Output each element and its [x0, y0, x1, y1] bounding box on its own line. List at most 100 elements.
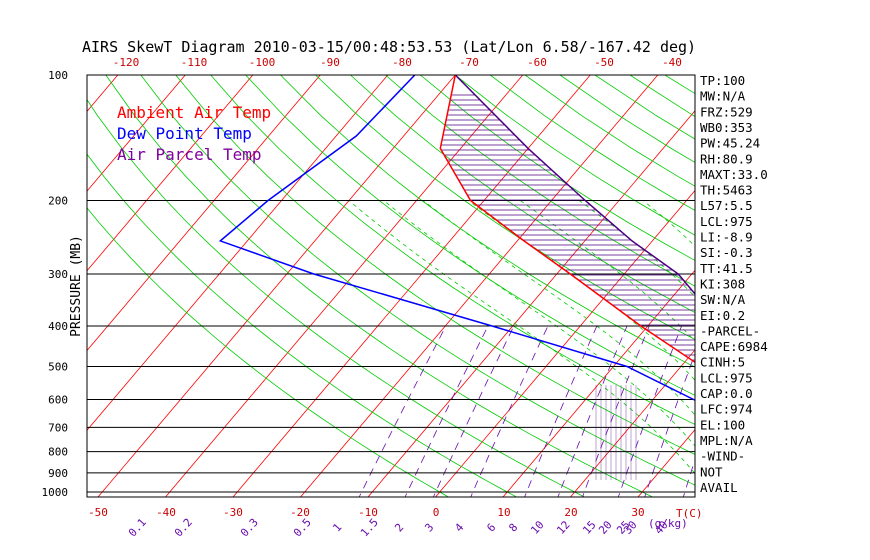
bottom-tick-label: 20	[564, 506, 577, 519]
index-label: -WIND-	[700, 449, 745, 464]
dry-adiabat-line	[280, 75, 695, 368]
isotherm-line	[87, 75, 186, 192]
parcel-temp-line	[454, 75, 695, 296]
bottom-tick-label: -50	[88, 506, 108, 519]
top-tick-label: -60	[527, 56, 547, 69]
dry-adiabat-line	[175, 75, 695, 455]
index-label: CINH:5	[700, 355, 745, 370]
mixing-ratio-unit-label: (g/kg)	[648, 517, 688, 530]
isotherm-line	[87, 75, 254, 272]
index-label: FRZ:529	[700, 104, 753, 119]
top-tick-label: -100	[249, 56, 276, 69]
cape-hatching	[441, 94, 695, 480]
isotherm-line	[87, 75, 321, 352]
bottom-tick-label: -40	[156, 506, 176, 519]
top-tick-label: -90	[320, 56, 340, 69]
pressure-tick-label: 500	[48, 360, 68, 373]
isotherm-line	[502, 269, 695, 497]
pressure-ticks: 100 200 300 400 500 600 700 800 900 1000	[42, 69, 69, 499]
bottom-tick-label: -30	[223, 506, 243, 519]
moist-adiabat-line	[578, 200, 695, 298]
index-label: MPL:N/A	[700, 433, 753, 448]
index-label: TH:5463	[700, 183, 753, 198]
index-label: EL:100	[700, 417, 745, 432]
bottom-temperature-ticks: -50 -40 -30 -20 -10 0 10 20 30	[88, 506, 645, 519]
ambient-temp-line	[439, 75, 695, 364]
mixing-ratio-line	[617, 325, 682, 497]
dew-point-line	[218, 75, 695, 402]
index-label: LCL:975	[700, 370, 753, 385]
moist-adiabat-line	[520, 200, 695, 342]
pressure-tick-label: 600	[48, 393, 68, 406]
mixing-ratio-line	[358, 325, 447, 497]
index-label: AVAIL	[700, 480, 738, 495]
dry-adiabat-line	[420, 75, 695, 261]
mixing-ratio-line	[524, 325, 598, 497]
dry-adiabat-line	[140, 75, 695, 486]
mixing-ratio-line	[470, 325, 549, 497]
bottom-tick-label: -10	[358, 506, 378, 519]
index-label: RH:80.9	[700, 151, 753, 166]
legend-ambient-air-temp: Ambient Air Temp	[117, 103, 271, 122]
pressure-tick-label: 200	[48, 195, 68, 208]
y-axis-label: PRESSURE (MB)	[69, 235, 84, 337]
isotherm-line	[367, 110, 695, 497]
index-label: WB0:353	[700, 120, 753, 135]
index-label: LCL:975	[700, 214, 753, 229]
pressure-tick-label: 1000	[42, 486, 69, 499]
isotherm-line	[569, 349, 695, 497]
dry-adiabat-line	[385, 75, 695, 287]
mixing-ratio-line	[644, 352, 695, 497]
pressure-tick-label: 800	[48, 446, 68, 459]
pressure-tick-label: 700	[48, 421, 68, 434]
mixing-ratio-line	[432, 325, 515, 497]
bottom-tick-label: 30	[631, 506, 644, 519]
index-label: MW:N/A	[700, 89, 746, 104]
index-label: -PARCEL-	[700, 323, 760, 338]
profiles	[218, 75, 695, 402]
index-label: LI:-8.9	[700, 230, 753, 245]
index-label: TT:41.5	[700, 261, 753, 276]
dry-adiabat-line	[87, 153, 518, 497]
pressure-tick-label: 300	[48, 268, 68, 281]
mixing-ratio-line	[557, 325, 628, 497]
mixing-ratio-line	[404, 325, 489, 497]
index-label: SW:N/A	[700, 292, 746, 307]
index-label: EI:0.2	[700, 308, 745, 323]
dry-adiabat-line	[350, 75, 695, 313]
dry-adiabat-line	[87, 207, 450, 497]
stability-indices-panel: TP:100MW:N/AFRZ:529WB0:353PW:45.24RH:80.…	[700, 73, 768, 495]
chart-title: AIRS SkewT Diagram 2010-03-15/00:48:53.5…	[82, 38, 696, 56]
pressure-tick-label: 100	[48, 69, 68, 82]
top-tick-label: -70	[459, 56, 479, 69]
index-label: KI:308	[700, 276, 745, 291]
index-label: CAP:0.0	[700, 386, 753, 401]
isotherm-line	[434, 189, 695, 497]
bottom-tick-label: 10	[497, 506, 510, 519]
dry-adiabat-line	[245, 75, 695, 396]
legend: Ambient Air Temp Dew Point Temp Air Parc…	[117, 103, 271, 164]
plot-frame	[86, 74, 696, 498]
isotherm-line	[164, 75, 524, 497]
index-label: SI:-0.3	[700, 245, 753, 260]
top-temperature-ticks: -120 -110 -100 -90 -80 -70 -60 -50 -40	[113, 56, 682, 69]
legend-air-parcel-temp: Air Parcel Temp	[117, 145, 262, 164]
top-tick-label: -80	[392, 56, 412, 69]
top-tick-label: -110	[181, 56, 208, 69]
index-label: NOT	[700, 464, 723, 479]
bottom-tick-label: 0	[433, 506, 440, 519]
legend-dew-point-temp: Dew Point Temp	[117, 124, 252, 143]
index-label: CAPE:6984	[700, 339, 768, 354]
pressure-tick-label: 900	[48, 467, 68, 480]
isotherm-line	[232, 75, 591, 497]
index-label: MAXT:33.0	[700, 167, 768, 182]
top-tick-label: -40	[662, 56, 682, 69]
bottom-tick-label: -20	[290, 506, 310, 519]
index-label: PW:45.24	[700, 136, 760, 151]
top-tick-label: -50	[594, 56, 614, 69]
dry-adiabat-line	[105, 75, 654, 497]
top-tick-label: -120	[113, 56, 140, 69]
index-label: TP:100	[700, 73, 745, 88]
